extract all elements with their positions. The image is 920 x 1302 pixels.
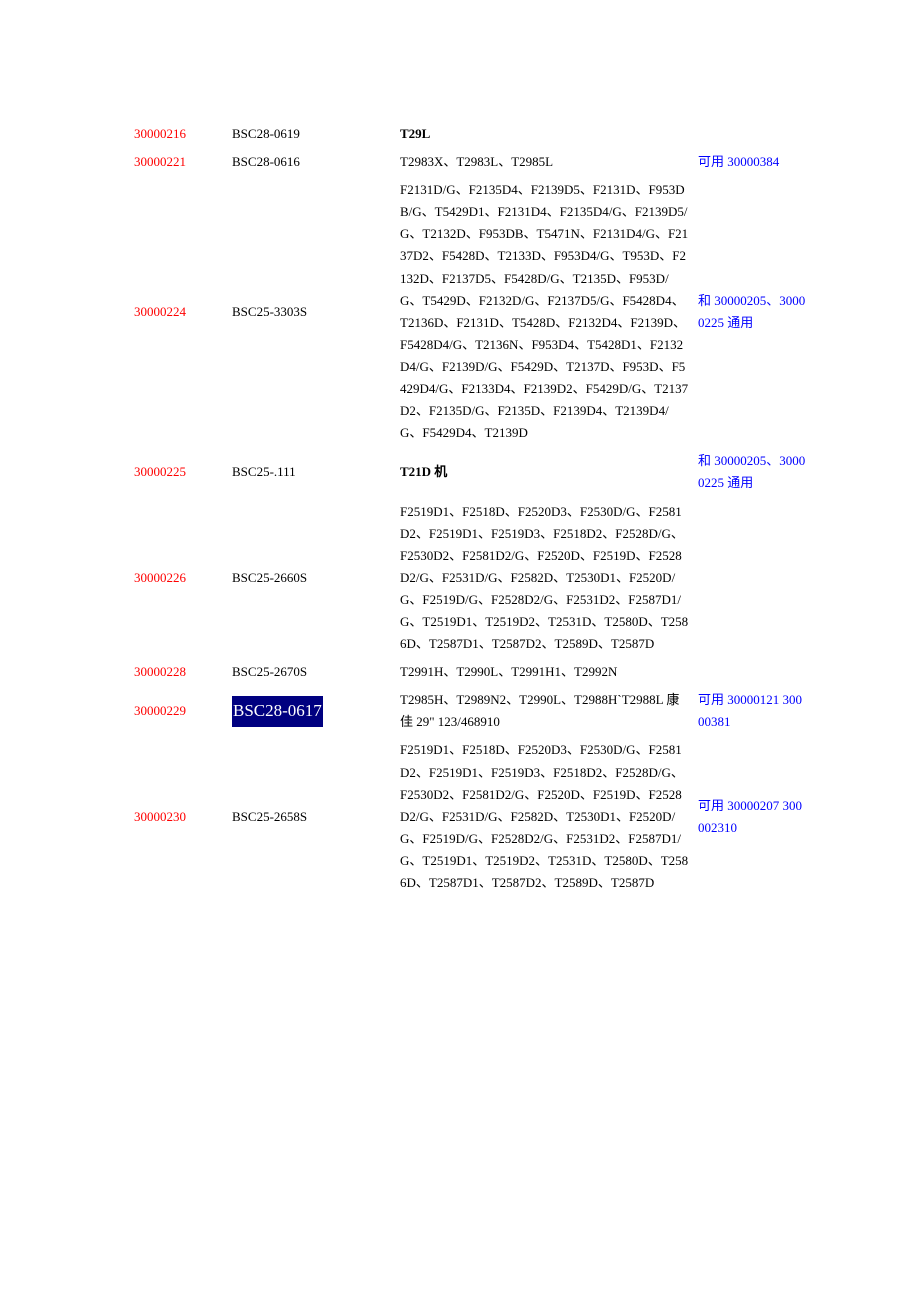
table-row: 30000228BSC25-2670ST2991H、T2990L、T2991H1… [130, 658, 812, 686]
code-cell: 30000229 [130, 686, 228, 736]
table-row: 30000216BSC28-0619T29L [130, 120, 812, 148]
description-cell: T29L [396, 120, 694, 148]
description-cell: F2519D1、F2518D、F2520D3、F2530D/G、F2581D2、… [396, 736, 694, 897]
code-cell: 30000216 [130, 120, 228, 148]
note-cell: 和 30000205、30000225 通用 [694, 447, 812, 497]
table-row: 30000230BSC25-2658SF2519D1、F2518D、F2520D… [130, 736, 812, 897]
model-cell: BSC25-.111 [228, 447, 396, 497]
model-cell: BSC25-2670S [228, 658, 396, 686]
table-row: 30000224BSC25-3303SF2131D/G、F2135D4、F213… [130, 176, 812, 447]
code-cell: 30000226 [130, 498, 228, 659]
table-row: 30000221BSC28-0616T2983X、T2983L、T2985L可用… [130, 148, 812, 176]
note-cell: 可用 30000121 30000381 [694, 686, 812, 736]
note-cell: 可用 30000384 [694, 148, 812, 176]
note-cell: 和 30000205、30000225 通用 [694, 176, 812, 447]
model-cell: BSC25-2658S [228, 736, 396, 897]
model-cell: BSC28-0616 [228, 148, 396, 176]
highlighted-text: BSC28-0617 [232, 696, 323, 727]
description-cell: F2519D1、F2518D、F2520D3、F2530D/G、F2581D2、… [396, 498, 694, 659]
model-cell: BSC25-3303S [228, 176, 396, 447]
model-cell: BSC28-0619 [228, 120, 396, 148]
code-cell: 30000225 [130, 447, 228, 497]
document-page: 30000216BSC28-0619T29L30000221BSC28-0616… [0, 0, 920, 957]
note-cell [694, 120, 812, 148]
description-cell: T2991H、T2990L、T2991H1、T2992N [396, 658, 694, 686]
description-cell: T21D 机 [396, 447, 694, 497]
note-cell [694, 658, 812, 686]
note-cell [694, 498, 812, 659]
code-cell: 30000224 [130, 176, 228, 447]
description-cell: T2983X、T2983L、T2985L [396, 148, 694, 176]
code-cell: 30000221 [130, 148, 228, 176]
model-cell: BSC25-2660S [228, 498, 396, 659]
code-cell: 30000230 [130, 736, 228, 897]
model-cell: BSC28-0617 [228, 686, 396, 736]
note-cell: 可用 30000207 300002310 [694, 736, 812, 897]
code-cell: 30000228 [130, 658, 228, 686]
description-cell: F2131D/G、F2135D4、F2139D5、F2131D、F953DB/G… [396, 176, 694, 447]
table-row: 30000225BSC25-.111T21D 机和 30000205、30000… [130, 447, 812, 497]
table-body: 30000216BSC28-0619T29L30000221BSC28-0616… [130, 120, 812, 897]
data-table: 30000216BSC28-0619T29L30000221BSC28-0616… [130, 120, 812, 897]
description-cell: T2985H、T2989N2、T2990L、T2988H`T2988L 康佳 2… [396, 686, 694, 736]
table-row: 30000229BSC28-0617 T2985H、T2989N2、T2990L、… [130, 686, 812, 736]
table-row: 30000226BSC25-2660SF2519D1、F2518D、F2520D… [130, 498, 812, 659]
